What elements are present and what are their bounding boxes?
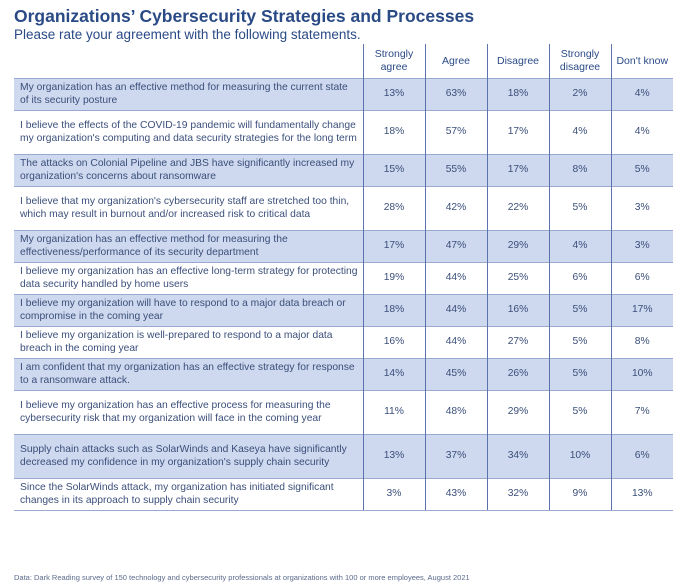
value-cell: 13% [362, 434, 425, 479]
value-cell: 48% [424, 390, 487, 435]
value-cell: 57% [424, 110, 487, 155]
value-cell: 3% [610, 186, 673, 231]
value-cell: 55% [424, 154, 487, 187]
table-row: I believe my organization has an effecti… [14, 390, 673, 435]
value-cell: 42% [424, 186, 487, 231]
survey-table: Strongly agree Agree Disagree Strongly d… [14, 44, 673, 511]
value-cell: 8% [548, 154, 611, 187]
value-cell: 32% [486, 478, 549, 511]
value-cell: 3% [362, 478, 425, 511]
value-cell: 6% [610, 262, 673, 295]
column-header: Don't know [610, 44, 673, 79]
table-row: Supply chain attacks such as SolarWinds … [14, 434, 673, 479]
value-cell: 5% [548, 186, 611, 231]
value-cell: 5% [610, 154, 673, 187]
value-cell: 3% [610, 230, 673, 263]
value-cell: 13% [610, 478, 673, 511]
statement-header [14, 44, 363, 79]
value-cell: 10% [610, 358, 673, 391]
value-cell: 43% [424, 478, 487, 511]
value-cell: 44% [424, 294, 487, 327]
table-row: I believe the effects of the COVID-19 pa… [14, 110, 673, 155]
statement-cell: My organization has an effective method … [14, 78, 363, 111]
value-cell: 2% [548, 78, 611, 111]
value-cell: 18% [362, 110, 425, 155]
table-row: Since the SolarWinds attack, my organiza… [14, 478, 673, 511]
table-row: I believe my organization has an effecti… [14, 262, 673, 295]
value-cell: 47% [424, 230, 487, 263]
statement-cell: The attacks on Colonial Pipeline and JBS… [14, 154, 363, 187]
value-cell: 26% [486, 358, 549, 391]
table-row: My organization has an effective method … [14, 78, 673, 111]
value-cell: 22% [486, 186, 549, 231]
statement-cell: I believe my organization will have to r… [14, 294, 363, 327]
chart-title: Organizations’ Cybersecurity Strategies … [14, 6, 475, 26]
value-cell: 17% [610, 294, 673, 327]
statement-cell: I am confident that my organization has … [14, 358, 363, 391]
value-cell: 4% [610, 78, 673, 111]
value-cell: 5% [548, 358, 611, 391]
value-cell: 29% [486, 230, 549, 263]
value-cell: 14% [362, 358, 425, 391]
statement-cell: I believe my organization is well-prepar… [14, 326, 363, 359]
value-cell: 19% [362, 262, 425, 295]
value-cell: 37% [424, 434, 487, 479]
value-cell: 28% [362, 186, 425, 231]
value-cell: 29% [486, 390, 549, 435]
value-cell: 11% [362, 390, 425, 435]
value-cell: 4% [548, 110, 611, 155]
value-cell: 8% [610, 326, 673, 359]
statement-cell: Supply chain attacks such as SolarWinds … [14, 434, 363, 479]
value-cell: 16% [486, 294, 549, 327]
value-cell: 5% [548, 390, 611, 435]
statement-cell: My organization has an effective method … [14, 230, 363, 263]
column-header: Strongly agree [362, 44, 425, 79]
value-cell: 6% [610, 434, 673, 479]
value-cell: 15% [362, 154, 425, 187]
value-cell: 17% [486, 110, 549, 155]
value-cell: 25% [486, 262, 549, 295]
column-header: Disagree [486, 44, 549, 79]
column-header: Strongly disagree [548, 44, 611, 79]
value-cell: 17% [486, 154, 549, 187]
value-cell: 4% [610, 110, 673, 155]
table-row: I believe my organization will have to r… [14, 294, 673, 327]
table-row: The attacks on Colonial Pipeline and JBS… [14, 154, 673, 187]
value-cell: 45% [424, 358, 487, 391]
value-cell: 7% [610, 390, 673, 435]
value-cell: 16% [362, 326, 425, 359]
column-header: Agree [424, 44, 487, 79]
value-cell: 13% [362, 78, 425, 111]
value-cell: 10% [548, 434, 611, 479]
value-cell: 44% [424, 326, 487, 359]
source-note: Data: Dark Reading survey of 150 technol… [14, 573, 470, 582]
value-cell: 34% [486, 434, 549, 479]
chart-subtitle: Please rate your agreement with the foll… [14, 27, 361, 42]
statement-cell: I believe that my organization's cyberse… [14, 186, 363, 231]
value-cell: 44% [424, 262, 487, 295]
value-cell: 27% [486, 326, 549, 359]
value-cell: 63% [424, 78, 487, 111]
statement-cell: I believe my organization has an effecti… [14, 390, 363, 435]
statement-cell: I believe the effects of the COVID-19 pa… [14, 110, 363, 155]
statement-cell: I believe my organization has an effecti… [14, 262, 363, 295]
table-row: I believe that my organization's cyberse… [14, 186, 673, 231]
value-cell: 4% [548, 230, 611, 263]
value-cell: 6% [548, 262, 611, 295]
value-cell: 17% [362, 230, 425, 263]
value-cell: 18% [486, 78, 549, 111]
header-row: Strongly agree Agree Disagree Strongly d… [14, 44, 673, 79]
value-cell: 9% [548, 478, 611, 511]
value-cell: 5% [548, 326, 611, 359]
table-row: I believe my organization is well-prepar… [14, 326, 673, 359]
table-row: I am confident that my organization has … [14, 358, 673, 391]
value-cell: 18% [362, 294, 425, 327]
statement-cell: Since the SolarWinds attack, my organiza… [14, 478, 363, 511]
value-cell: 5% [548, 294, 611, 327]
table-row: My organization has an effective method … [14, 230, 673, 263]
